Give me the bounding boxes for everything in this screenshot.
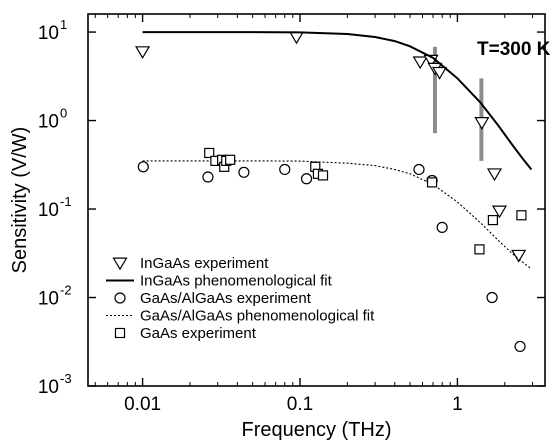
circle-marker xyxy=(436,221,448,234)
square-marker xyxy=(204,147,215,159)
y-tick-label: 10 xyxy=(38,377,59,398)
circle-marker xyxy=(279,163,291,176)
square-marker xyxy=(317,170,329,181)
triangle-marker xyxy=(491,205,508,219)
circle-marker xyxy=(238,166,250,178)
y-tick-exponent: 0 xyxy=(60,106,67,121)
series-3 xyxy=(142,160,532,270)
x-tick-label: 1 xyxy=(452,394,463,415)
fit-line-solid xyxy=(142,31,533,171)
series-2 xyxy=(137,161,526,353)
square-marker xyxy=(516,210,527,221)
legend-item-2: GaAs/AlGaAs experiment xyxy=(114,290,312,307)
square-marker xyxy=(114,327,126,339)
y-tick-exponent: -3 xyxy=(60,371,72,386)
square-marker xyxy=(426,177,438,188)
y-tick-label: 10 xyxy=(38,200,59,221)
square-marker xyxy=(487,214,498,226)
legend-label: InGaAs experiment xyxy=(140,255,269,272)
legend-label: GaAs/AlGaAs experiment xyxy=(140,290,312,307)
series-0 xyxy=(135,31,527,263)
x-axis-label: Frequency (THz) xyxy=(241,419,391,441)
triangle-marker xyxy=(112,257,128,271)
series-layer xyxy=(135,31,533,353)
circle-marker xyxy=(300,173,313,185)
series-1 xyxy=(142,31,533,171)
legend-label: GaAs experiment xyxy=(140,325,257,342)
plot-frame xyxy=(87,13,546,387)
square-marker xyxy=(474,244,485,255)
error-bars xyxy=(432,46,484,161)
y-tick-exponent: -2 xyxy=(60,283,72,298)
legend-item-1: InGaAs phenomenological fit xyxy=(106,273,333,290)
circle-marker xyxy=(202,171,214,183)
x-tick-label: 0.1 xyxy=(287,394,313,415)
legend-label: InGaAs phenomenological fit xyxy=(140,273,333,290)
circle-marker xyxy=(114,292,126,304)
circle-marker xyxy=(137,161,149,173)
legend-item-4: GaAs experiment xyxy=(114,325,257,342)
y-tick-label: 10 xyxy=(38,289,59,310)
triangle-marker xyxy=(288,31,305,45)
y-tick-exponent: -1 xyxy=(60,194,72,209)
y-tick-label: 10 xyxy=(38,23,59,44)
triangle-marker xyxy=(135,46,151,60)
series-4 xyxy=(204,147,527,255)
triangle-marker xyxy=(486,168,503,182)
circle-marker xyxy=(486,291,498,304)
triangle-marker xyxy=(474,117,490,130)
triangle-marker xyxy=(432,66,448,80)
y-tick-label: 10 xyxy=(38,112,59,133)
legend-item-0: InGaAs experiment xyxy=(112,255,269,272)
y-tick-exponent: 1 xyxy=(60,17,67,32)
circle-marker xyxy=(413,163,425,176)
temperature-annotation: T=300 K xyxy=(477,39,551,60)
square-marker xyxy=(225,154,236,165)
legend-label: GaAs/AlGaAs phenomenological fit xyxy=(140,308,375,325)
fit-line-dotted xyxy=(142,160,532,270)
triangle-marker xyxy=(412,56,428,70)
y-axis-label: Sensitivity (V/W) xyxy=(9,127,31,274)
legend-item-3: GaAs/AlGaAs phenomenological fit xyxy=(106,308,375,325)
triangle-marker xyxy=(511,249,527,263)
x-tick-label: 0.01 xyxy=(124,394,161,415)
circle-marker xyxy=(514,340,526,353)
